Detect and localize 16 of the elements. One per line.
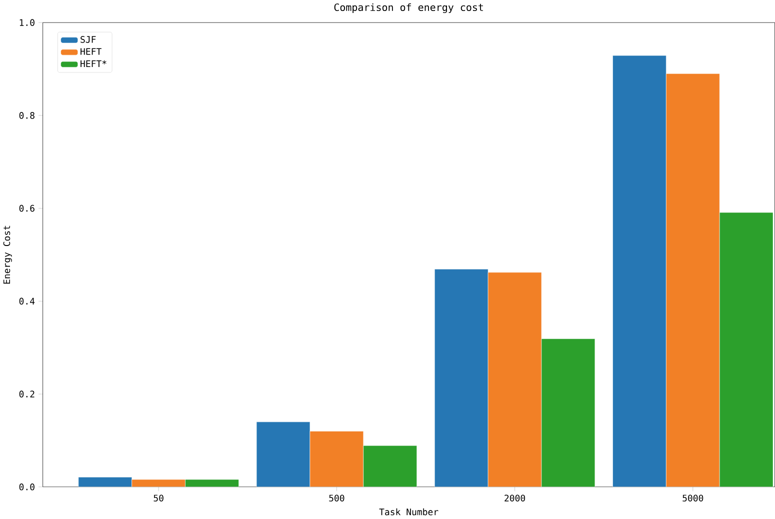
y-tick-label: 0.0	[19, 484, 34, 490]
y-tick-label: 0.2	[19, 390, 34, 398]
x-tick-label: 50	[154, 494, 164, 502]
x-tick-label: 5000	[682, 494, 704, 502]
y-axis-title: Energy Cost	[3, 226, 12, 284]
y-tick-label: 0.6	[19, 205, 34, 212]
chart-title: Comparison of energy cost	[334, 3, 483, 14]
x-axis-title: Task Number	[379, 508, 438, 516]
legend-label: SJF	[80, 36, 96, 44]
x-tick-label: 2000	[504, 494, 526, 502]
legend-label: HEFT*	[80, 60, 106, 68]
y-tick-label: 0.8	[19, 112, 34, 120]
y-tick-label: 1.0	[20, 19, 34, 26]
x-tick-label: 500	[329, 494, 344, 502]
legend-label: HEFT	[80, 48, 102, 55]
y-tick-label: 0.4	[19, 298, 35, 305]
